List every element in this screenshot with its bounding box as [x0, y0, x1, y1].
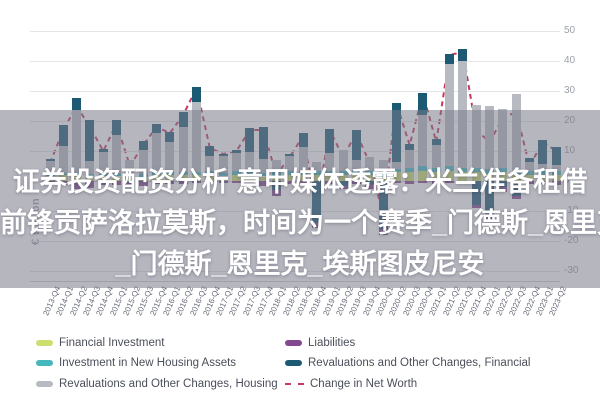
legend-label: Revaluations and Other Changes, Housing [59, 378, 278, 390]
legend-swatch-new-housing-icon [36, 360, 53, 366]
legend-swatch-financial-investment-icon [36, 340, 53, 346]
y-tick-label: 50 [564, 25, 576, 36]
legend-label: Revaluations and Other Changes, Financia… [308, 357, 531, 369]
gridline [30, 31, 560, 32]
y-tick-label: 30 [564, 85, 576, 96]
legend-label: Liabilities [308, 337, 356, 349]
legend-label: Investment in New Housing Assets [59, 357, 237, 369]
watermark-banner: 证券投资配资分析 意甲媒体透露：米兰准备租借 前锋贡萨洛拉莫斯，时间为一个赛季_… [0, 110, 600, 288]
legend-item-reval-financial: Revaluations and Other Changes, Financia… [285, 356, 530, 370]
legend-item-liabilities: Liabilities [285, 336, 355, 350]
bar-segment [458, 49, 468, 61]
watermark-line-3: _门德斯_恩里克_埃斯图皮尼安 [115, 249, 485, 279]
legend-swatch-reval-housing-icon [36, 381, 53, 387]
bar-segment [72, 97, 82, 110]
gridline [30, 61, 560, 62]
legend-swatch-reval-financial-icon [285, 360, 302, 366]
legend-swatch-liabilities-icon [285, 340, 302, 346]
gridline [30, 91, 560, 92]
legend-item-reval-housing: Revaluations and Other Changes, Housing [36, 377, 278, 391]
legend-label: Change in Net Worth [310, 378, 418, 390]
legend-item-new-housing: Investment in New Housing Assets [36, 356, 236, 370]
watermark-line-2: 前锋贡萨洛拉莫斯，时间为一个赛季_门德斯_恩里克_ [0, 208, 600, 238]
legend-label: Financial Investment [59, 337, 165, 349]
bar-segment [192, 86, 202, 102]
legend-item-change-in-net-worth: Change in Net Worth [285, 377, 417, 391]
legend-swatch-net-worth-dash-icon [285, 383, 304, 385]
legend-item-financial-investment: Financial Investment [36, 336, 164, 350]
watermark-line-1: 证券投资配资分析 意甲媒体透露：米兰准备租借 [12, 167, 588, 197]
y-tick-label: 40 [564, 55, 576, 66]
bar-segment [445, 53, 455, 64]
watermark-text: 证券投资配资分析 意甲媒体透露：米兰准备租借 前锋贡萨洛拉莫斯，时间为一个赛季_… [0, 162, 600, 285]
bar-segment [418, 92, 428, 115]
